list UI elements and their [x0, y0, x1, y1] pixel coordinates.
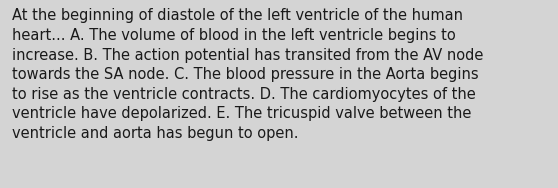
Text: At the beginning of diastole of the left ventricle of the human
heart... A. The : At the beginning of diastole of the left…	[12, 8, 484, 141]
